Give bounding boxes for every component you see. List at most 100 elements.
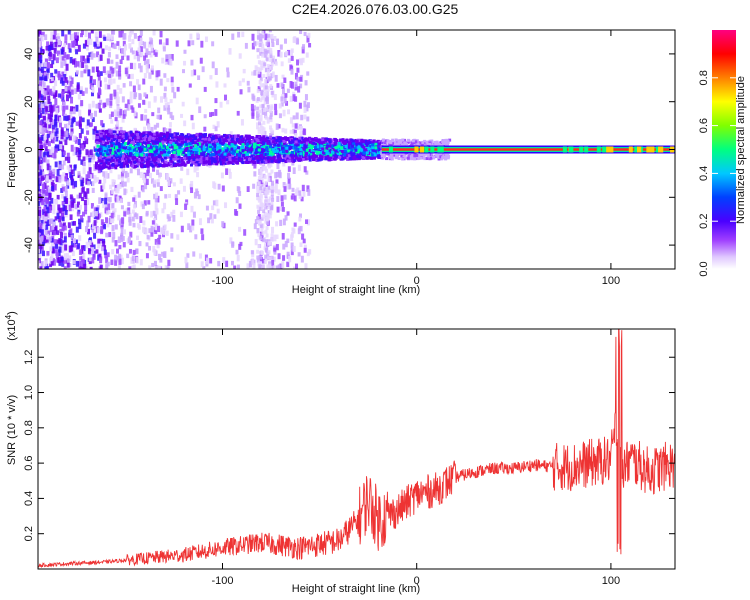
heatmap-cell: [242, 68, 246, 74]
heatmap-cell: [192, 150, 196, 154]
heatmap-cell: [121, 217, 125, 224]
heatmap-cell: [90, 92, 94, 97]
heatmap-cell: [143, 41, 147, 49]
heatmap-cell: [152, 210, 156, 216]
heatmap-cell: [78, 235, 82, 242]
heatmap-cell: [303, 100, 307, 108]
heatmap-cell: [249, 159, 253, 163]
heatmap-cell: [166, 266, 170, 269]
heatmap-cell: [244, 139, 248, 143]
heatmap-cell: [85, 226, 89, 233]
heatmap-cell: [56, 230, 60, 235]
heatmap-cell: [72, 135, 76, 142]
heatmap-cell: [254, 65, 258, 71]
heatmap-cell: [135, 256, 139, 264]
heatmap-cell: [143, 55, 147, 61]
heatmap-cell: [56, 33, 60, 39]
heatmap-cell: [90, 212, 94, 217]
heatmap-cell: [268, 108, 272, 113]
heatmap-cell: [144, 131, 148, 135]
heatmap-cell: [68, 118, 72, 126]
heatmap-cell: [138, 241, 142, 247]
heatmap-cell: [293, 145, 297, 149]
heatmap-cell: [270, 73, 274, 79]
heatmap-cell: [60, 213, 64, 220]
heatmap-cell: [38, 227, 42, 233]
heatmap-cell: [264, 239, 268, 244]
heatmap-cell: [64, 77, 68, 83]
heatmap-cell: [332, 142, 336, 146]
heatmap-cell: [86, 188, 90, 194]
heatmap-cell: [163, 73, 167, 78]
heatmap-cell: [50, 261, 54, 266]
heatmap-cell: [231, 161, 235, 165]
heatmap-cell: [256, 153, 260, 157]
heatmap-cell: [275, 244, 279, 251]
heatmap-cell: [57, 73, 61, 81]
heatmap-cell: [259, 172, 263, 177]
heatmap-cell: [261, 165, 265, 170]
heatmap-cell: [39, 54, 43, 61]
heatmap-cell: [40, 229, 44, 236]
heatmap-cell: [273, 150, 277, 154]
heatmap-cell: [281, 158, 285, 162]
heatmap-cell: [91, 247, 95, 254]
heatmap-cell: [265, 220, 269, 225]
heatmap-cell: [239, 89, 243, 95]
heatmap-cell: [88, 103, 92, 110]
heatmap-cell: [196, 190, 200, 197]
heatmap-cell: [274, 110, 278, 116]
heatmap-cell: [67, 86, 71, 91]
heatmap-cell: [54, 161, 58, 168]
heatmap-cell: [280, 201, 284, 207]
heatmap-cell: [175, 157, 179, 161]
heatmap-cell: [71, 250, 75, 257]
heatmap-cell: [277, 253, 281, 260]
heatmap-cell: [252, 95, 256, 102]
heatmap-cell: [149, 139, 153, 143]
heatmap-cell: [321, 157, 325, 161]
heatmap-cell: [302, 44, 306, 50]
heatmap-cell: [298, 102, 302, 109]
heatmap-cell: [157, 265, 161, 269]
heatmap-cell: [50, 77, 54, 82]
heatmap-cell: [56, 258, 60, 263]
heatmap-cell: [127, 201, 131, 207]
heatmap-cell: [270, 185, 274, 190]
heatmap-cell: [294, 96, 298, 102]
heatmap-cell: [256, 89, 260, 94]
heatmap-cell: [148, 265, 152, 269]
heatmap-cell: [265, 226, 269, 231]
heatmap-cell: [185, 156, 189, 160]
heatmap-cell: [169, 157, 173, 161]
heatmap-cell: [142, 220, 146, 226]
heatmap-cell: [51, 182, 55, 189]
heatmap-cell: [252, 105, 256, 111]
heatmap-cell: [138, 149, 142, 153]
heatmap-cell: [80, 179, 84, 187]
heatmap-cell: [103, 176, 107, 184]
heatmap-cell: [58, 121, 62, 128]
heatmap-cell: [209, 258, 213, 264]
heatmap-cell: [55, 57, 59, 64]
heatmap-cell: [130, 105, 134, 110]
heatmap-cell: [243, 148, 247, 152]
heatmap-cell: [267, 177, 271, 182]
heatmap-cell: [286, 211, 290, 216]
heatmap-cell: [87, 181, 91, 186]
heatmap-cell: [45, 237, 49, 243]
heatmap-cell: [243, 156, 247, 160]
heatmap-cell: [230, 156, 234, 160]
heatmap-cell: [109, 93, 113, 101]
heatmap-cell: [220, 135, 224, 139]
heatmap-cell: [38, 118, 40, 124]
heatmap-cell: [266, 117, 270, 124]
heatmap-cell: [85, 124, 89, 130]
heatmap-cell: [145, 48, 149, 56]
heatmap-cell: [38, 260, 40, 266]
heatmap-cell: [150, 227, 154, 234]
heatmap-cell: [54, 98, 58, 106]
heatmap-cell: [134, 151, 138, 155]
heatmap-cell: [169, 58, 173, 66]
heatmap-cell: [108, 148, 112, 152]
